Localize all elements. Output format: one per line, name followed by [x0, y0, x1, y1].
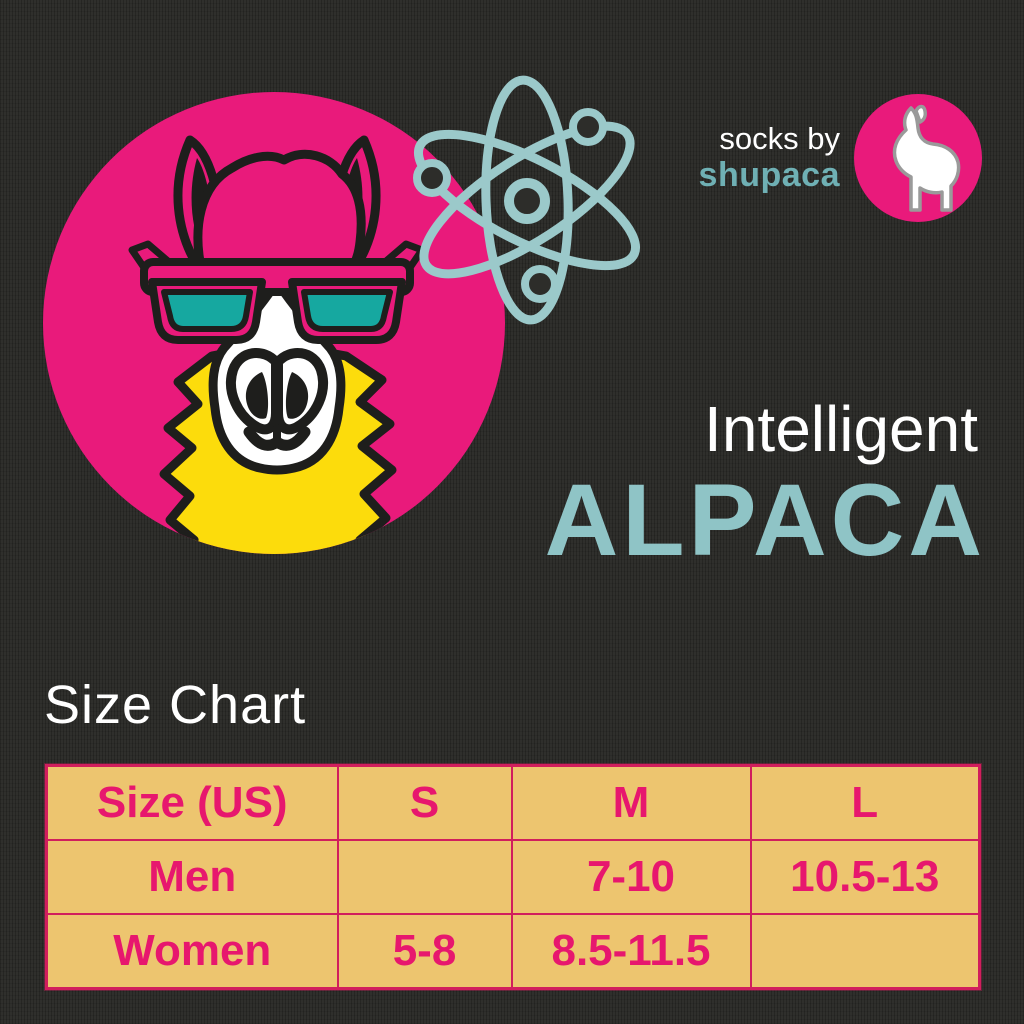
section-title: Size Chart	[44, 675, 307, 735]
alpaca-mascot-illustration	[43, 75, 641, 554]
row-label-women: Women	[45, 913, 339, 990]
brand-name: shupaca	[698, 156, 840, 195]
atom-icon	[413, 75, 641, 325]
atom-electron	[521, 265, 559, 303]
women-size-s: 5-8	[336, 913, 513, 990]
men-size-m: 7-10	[510, 839, 752, 915]
mouth	[243, 426, 311, 451]
hero-subtitle: Intelligent	[704, 393, 978, 465]
brand-block: socks by shupaca	[699, 92, 984, 224]
table-header-row: Size (US) S M L	[45, 764, 981, 841]
atom-electron	[569, 108, 607, 146]
hero-title: ALPACA	[544, 463, 986, 578]
right-lens	[301, 289, 393, 332]
row-label-men: Men	[45, 839, 339, 915]
atom-electron	[413, 159, 451, 197]
men-size-l: 10.5-13	[749, 839, 981, 915]
alpaca-logo-icon	[854, 94, 982, 222]
table-row-women: Women 5-8 8.5-11.5	[45, 913, 981, 990]
men-size-s	[336, 839, 513, 915]
women-size-l	[749, 913, 981, 990]
header-m: M	[510, 764, 752, 841]
size-chart-table: Size (US) S M L Men 7-10 10.5-13 Women 5…	[45, 764, 981, 990]
atom-nucleus	[504, 178, 550, 224]
table-row-men: Men 7-10 10.5-13	[45, 839, 981, 915]
right-nostril-inner	[285, 372, 309, 419]
women-size-m: 8.5-11.5	[510, 913, 752, 990]
brand-prefix: socks by	[719, 120, 840, 156]
left-lens	[161, 289, 253, 332]
header-s: S	[336, 764, 513, 841]
header-size-us: Size (US)	[45, 764, 339, 841]
header-l: L	[749, 764, 981, 841]
hair-tuft	[193, 149, 366, 279]
hero-text: Intelligent ALPACA	[544, 393, 986, 578]
left-nostril-inner	[245, 372, 269, 419]
